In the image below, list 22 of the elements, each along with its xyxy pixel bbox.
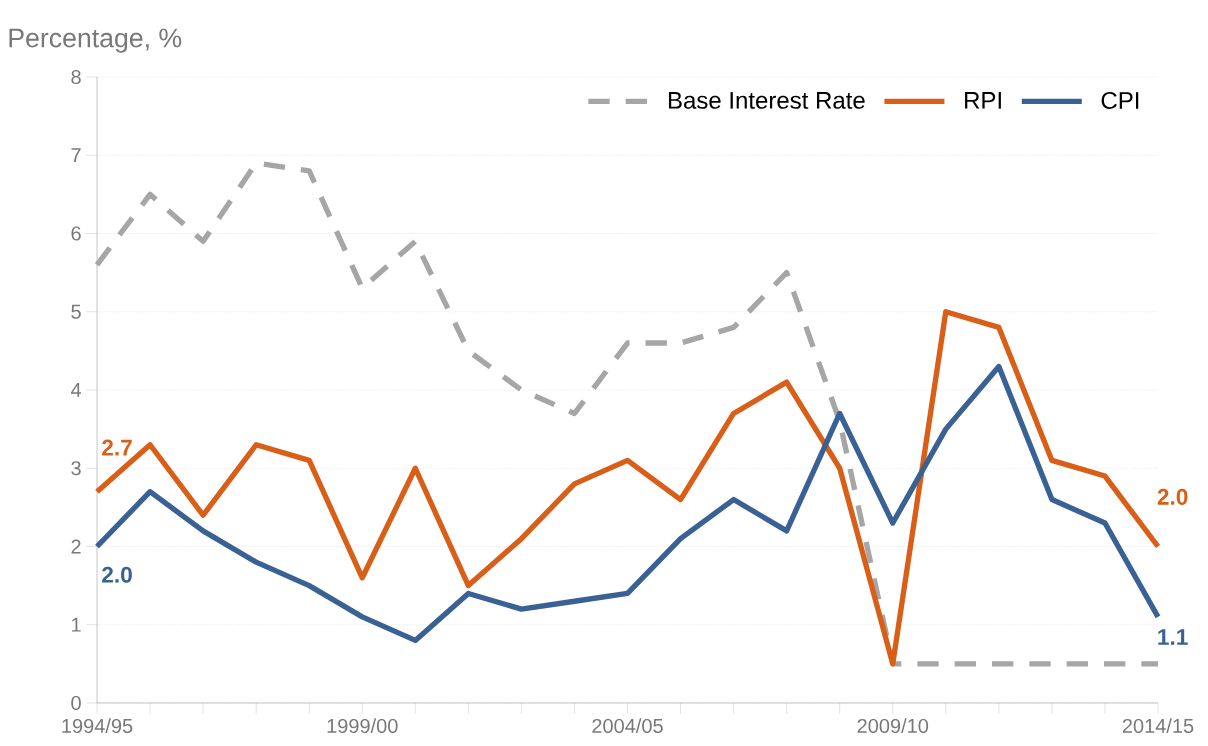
y-tick-label: 6 [71, 226, 81, 241]
y-tick-label: 1 [72, 617, 81, 632]
y-tick-label: 0 [71, 695, 81, 711]
legend-label: RPI [965, 92, 1001, 109]
y-tick-label: 2 [71, 539, 81, 554]
data-label: 2.0 [1157, 488, 1188, 505]
legend-label: Base Interest Rate [668, 92, 865, 109]
y-tick-label: 4 [70, 383, 82, 397]
y-axis-title: Percentage, % [9, 28, 182, 53]
legend-label: CPI [1101, 91, 1139, 109]
x-tick-label: 2009/10 [857, 718, 929, 734]
y-tick-label: 5 [71, 304, 81, 319]
x-tick-label: 2014/15 [1122, 718, 1194, 734]
data-label: 2.0 [102, 566, 132, 583]
x-tick-label: 1999/00 [327, 718, 398, 734]
x-tick-label: 1994/95 [62, 718, 133, 734]
x-tick-label: 2004/05 [592, 718, 663, 734]
y-tick-label: 3 [71, 461, 81, 476]
data-label: 2.7 [102, 439, 132, 456]
y-tick-label: 8 [71, 69, 81, 85]
y-tick-label: 7 [71, 148, 81, 163]
data-label: 1.1 [1158, 629, 1188, 645]
